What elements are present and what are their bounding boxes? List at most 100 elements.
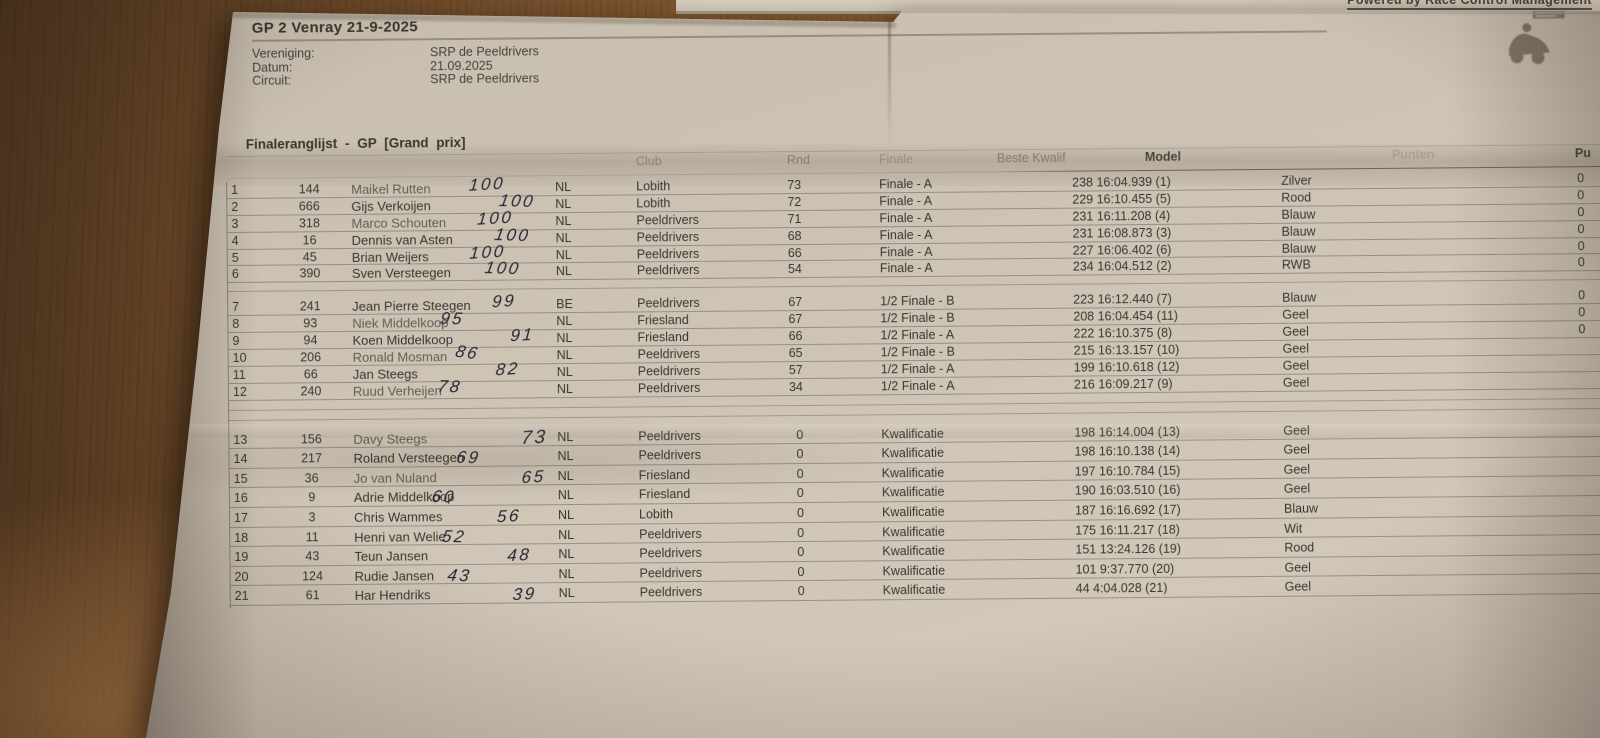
cell-best-qualification: 175 16:11.217 (18) — [1075, 522, 1180, 538]
cell-handwritten-points: 78 — [436, 376, 464, 397]
cell-model-color: Geel — [1282, 358, 1310, 373]
cell-driver-name: Marco Schouten — [351, 214, 447, 231]
cell-model-color: Geel — [1282, 307, 1309, 323]
cell-best-qualification: 187 16:16.692 (17) — [1074, 502, 1181, 518]
cell-club: Peeldrivers — [637, 346, 701, 362]
meta-label: Circuit: — [252, 73, 292, 88]
cell-heat-type: 1/2 Finale - B — [880, 344, 956, 360]
cell-handwritten-points: 48 — [506, 545, 533, 566]
cell-rounds: 66 — [787, 245, 802, 260]
cell-model-color: Geel — [1283, 442, 1310, 458]
cell-rounds: 68 — [787, 228, 802, 243]
cell-heat-type: Finale - A — [879, 210, 933, 226]
cell-club: Peeldrivers — [636, 212, 700, 228]
cell-heat-type: 1/2 Finale - B — [880, 294, 955, 309]
meta-value: SRP de Peeldrivers — [429, 44, 539, 60]
results-table: Club Rnd Finale Beste Kwalif Model Punte… — [226, 143, 1600, 609]
cell-driver-name: Teun Jansen — [354, 548, 429, 565]
paper-crease — [888, 14, 891, 144]
cell-nationality: NL — [555, 230, 572, 245]
cell-handwritten-points: 100 — [476, 207, 515, 229]
cell-driver-name: Har Hendriks — [354, 587, 431, 604]
cell-handwritten-points: 52 — [440, 526, 468, 547]
cell-best-qualification: 197 16:10.784 (15) — [1074, 463, 1181, 479]
cell-car-number: 94 — [303, 333, 318, 348]
cell-heat-type: Kwalificatie — [882, 563, 946, 579]
cell-best-qualification: 222 16:10.375 (8) — [1073, 325, 1173, 341]
cell-nationality: NL — [556, 381, 573, 396]
cell-car-number: 124 — [302, 569, 324, 584]
cell-best-qualification: 234 16:04.512 (2) — [1072, 259, 1172, 275]
shadow-right — [1450, 10, 1600, 738]
cell-car-number: 3 — [308, 510, 316, 525]
cell-club: Friesland — [637, 330, 689, 345]
cell-club: Peeldrivers — [639, 526, 702, 542]
cell-model-color: Geel — [1284, 560, 1311, 575]
cell-nationality: NL — [558, 547, 575, 562]
cell-nationality: NL — [556, 348, 573, 363]
cell-model-color: Geel — [1282, 324, 1309, 339]
paper-fold — [150, 424, 1600, 438]
cell-best-qualification: 215 16:13.157 (10) — [1073, 342, 1180, 358]
cell-rounds: 0 — [797, 564, 805, 579]
cell-club: Peeldrivers — [636, 246, 700, 262]
cell-car-number: 11 — [305, 529, 319, 545]
cell-model-color: Rood — [1281, 190, 1312, 205]
cell-rounds: 67 — [788, 295, 803, 310]
cell-model-color: Geel — [1283, 462, 1311, 477]
shadow-header-band — [146, 142, 1600, 186]
cell-car-number: 45 — [302, 249, 317, 264]
cell-car-number: 318 — [298, 215, 320, 231]
cell-car-number: 61 — [305, 588, 320, 603]
cell-nationality: NL — [555, 247, 572, 262]
cell-car-number: 43 — [305, 549, 320, 564]
cell-driver-name: Ronald Mosman — [352, 349, 448, 365]
cell-car-number: 66 — [303, 367, 318, 382]
cell-model-color: Geel — [1284, 580, 1312, 595]
cell-driver-name: Chris Wammes — [353, 509, 443, 525]
cell-driver-name: Dennis van Asten — [351, 231, 453, 248]
cell-heat-type: Kwalificatie — [881, 504, 945, 520]
cell-club: Peeldrivers — [639, 565, 703, 581]
shadow-left — [146, 10, 260, 738]
cell-heat-type: Finale - A — [879, 193, 933, 209]
cell-handwritten-points: 91 — [509, 324, 536, 346]
cell-best-qualification: 190 16:03.510 (16) — [1074, 483, 1181, 499]
cell-model-color: Blauw — [1281, 241, 1316, 256]
cell-nationality: NL — [556, 331, 573, 346]
cell-best-qualification: 208 16:04.454 (11) — [1073, 308, 1179, 324]
cell-rounds: 54 — [787, 262, 802, 277]
table-rows: 1 144 Maikel Rutten 100 NL Lobith 73 Fin… — [227, 169, 1600, 608]
cell-driver-name: Koen Middelkoop — [352, 332, 454, 349]
cell-club: Lobith — [636, 196, 671, 211]
cell-handwritten-points: 82 — [494, 358, 521, 380]
cell-car-number: 390 — [299, 266, 321, 281]
cell-car-number: 241 — [299, 299, 321, 314]
cell-heat-type: 1/2 Finale - A — [880, 327, 955, 343]
cell-car-number: 16 — [302, 232, 317, 248]
cell-rounds: 66 — [788, 329, 803, 344]
cell-driver-name: Henri van Welie — [354, 528, 446, 545]
cell-handwritten-points: 43 — [446, 565, 473, 586]
cell-handwritten-points: 56 — [496, 505, 522, 527]
cell-car-number: 93 — [303, 316, 318, 331]
cell-driver-name: Sven Versteegen — [351, 265, 451, 282]
cell-model-color: Geel — [1282, 375, 1310, 390]
cell-heat-type: Finale - A — [879, 261, 933, 276]
cell-heat-type: Finale - A — [879, 227, 933, 242]
cell-club: Peeldrivers — [637, 380, 701, 396]
cell-rounds: 71 — [787, 211, 802, 226]
cell-nationality: NL — [557, 508, 575, 523]
cell-model-color: Geel — [1283, 482, 1311, 497]
cell-best-qualification: 199 16:10.618 (12) — [1073, 359, 1180, 375]
cell-handwritten-points: 100 — [483, 258, 523, 279]
cell-model-color: Geel — [1282, 341, 1310, 356]
cell-model-color: Wit — [1284, 521, 1303, 536]
meta-value: SRP de Peeldrivers — [430, 71, 540, 87]
cell-best-qualification: 229 16:10.455 (5) — [1072, 191, 1172, 207]
cell-driver-name: Ruud Verheijen — [352, 382, 442, 399]
cell-rounds: 0 — [797, 545, 805, 560]
powered-by-text: Powered by Race Control Management — [1347, 0, 1592, 10]
